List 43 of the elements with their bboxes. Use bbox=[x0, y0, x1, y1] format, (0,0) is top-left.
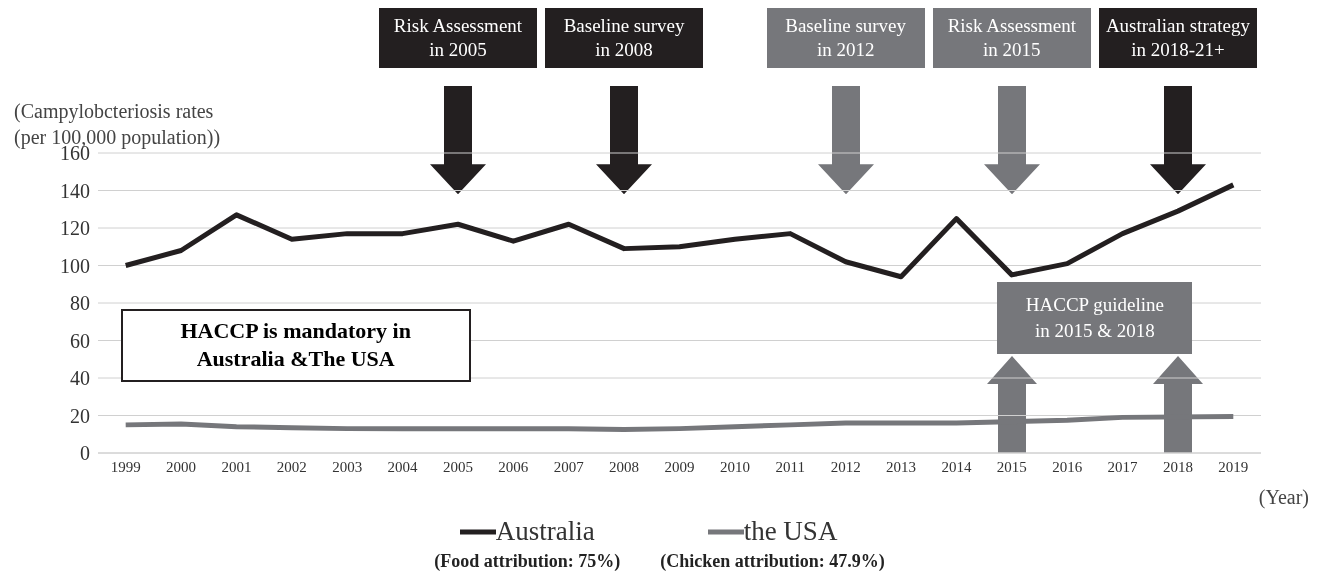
x-tick-label: 2011 bbox=[775, 458, 805, 475]
y-tick-label: 40 bbox=[70, 367, 90, 390]
x-tick-label: 2018 bbox=[1162, 458, 1193, 475]
text: (Food attribution: 75%) bbox=[434, 551, 621, 572]
annotation: HACCP is mandatory in Australia &The USA bbox=[180, 317, 411, 374]
x-tick-label: 2000 bbox=[166, 458, 197, 475]
x-tick-label: 2009 bbox=[664, 458, 695, 475]
legend-label: Australia bbox=[495, 516, 595, 547]
x-tick-label: 2017 bbox=[1107, 458, 1139, 475]
x-tick-label: 2016 bbox=[1052, 458, 1083, 475]
x-axis-title: (Year) bbox=[1258, 486, 1309, 509]
callout-box: Baseline survey in 2008 bbox=[545, 8, 704, 68]
x-tick-label: 2008 bbox=[609, 458, 640, 475]
x-tick-label: 2001 bbox=[221, 458, 252, 475]
y-tick-label: 140 bbox=[60, 179, 90, 202]
x-tick-label: 2010 bbox=[719, 458, 750, 475]
x-tick-label: 2007 bbox=[553, 458, 585, 475]
x-tick-label: 2015 bbox=[996, 458, 1027, 475]
y-tick-label: 120 bbox=[60, 217, 90, 240]
x-tick-label: 2004 bbox=[387, 458, 419, 475]
x-tick-label: 2006 bbox=[498, 458, 529, 475]
x-tick-label: 2003 bbox=[332, 458, 363, 475]
y-tick-label: 0 bbox=[80, 442, 90, 465]
callout-box: Risk Assessment in 2005 bbox=[378, 8, 537, 68]
y-tick-label: 80 bbox=[70, 292, 90, 315]
callout-box: HACCP guideline in 2015 & 2018 bbox=[997, 282, 1193, 354]
callout-box: Baseline survey in 2012 bbox=[766, 8, 925, 68]
y-tick-label: 20 bbox=[70, 404, 90, 427]
x-tick-label: 2005 bbox=[442, 458, 473, 475]
x-tick-label: 2012 bbox=[830, 458, 861, 475]
x-tick-label: 1999 bbox=[110, 458, 141, 475]
legend-label: the USA bbox=[743, 516, 838, 547]
x-tick-label: 2014 bbox=[941, 458, 972, 475]
callout-box: Australian strategy in 2018-21+ bbox=[1098, 8, 1257, 68]
callout-box: Risk Assessment in 2015 bbox=[932, 8, 1091, 68]
x-tick-label: 2013 bbox=[886, 458, 917, 475]
x-tick-label: 2002 bbox=[276, 458, 307, 475]
annotation: HACCP guideline in 2015 & 2018 bbox=[1025, 293, 1164, 343]
note-box: HACCP is mandatory in Australia &The USA bbox=[120, 308, 471, 382]
text: (Chicken attribution: 47.9%) bbox=[660, 551, 885, 572]
y-tick-label: 60 bbox=[70, 329, 90, 352]
y-tick-label: 100 bbox=[60, 254, 90, 277]
x-tick-label: 2019 bbox=[1218, 458, 1249, 475]
